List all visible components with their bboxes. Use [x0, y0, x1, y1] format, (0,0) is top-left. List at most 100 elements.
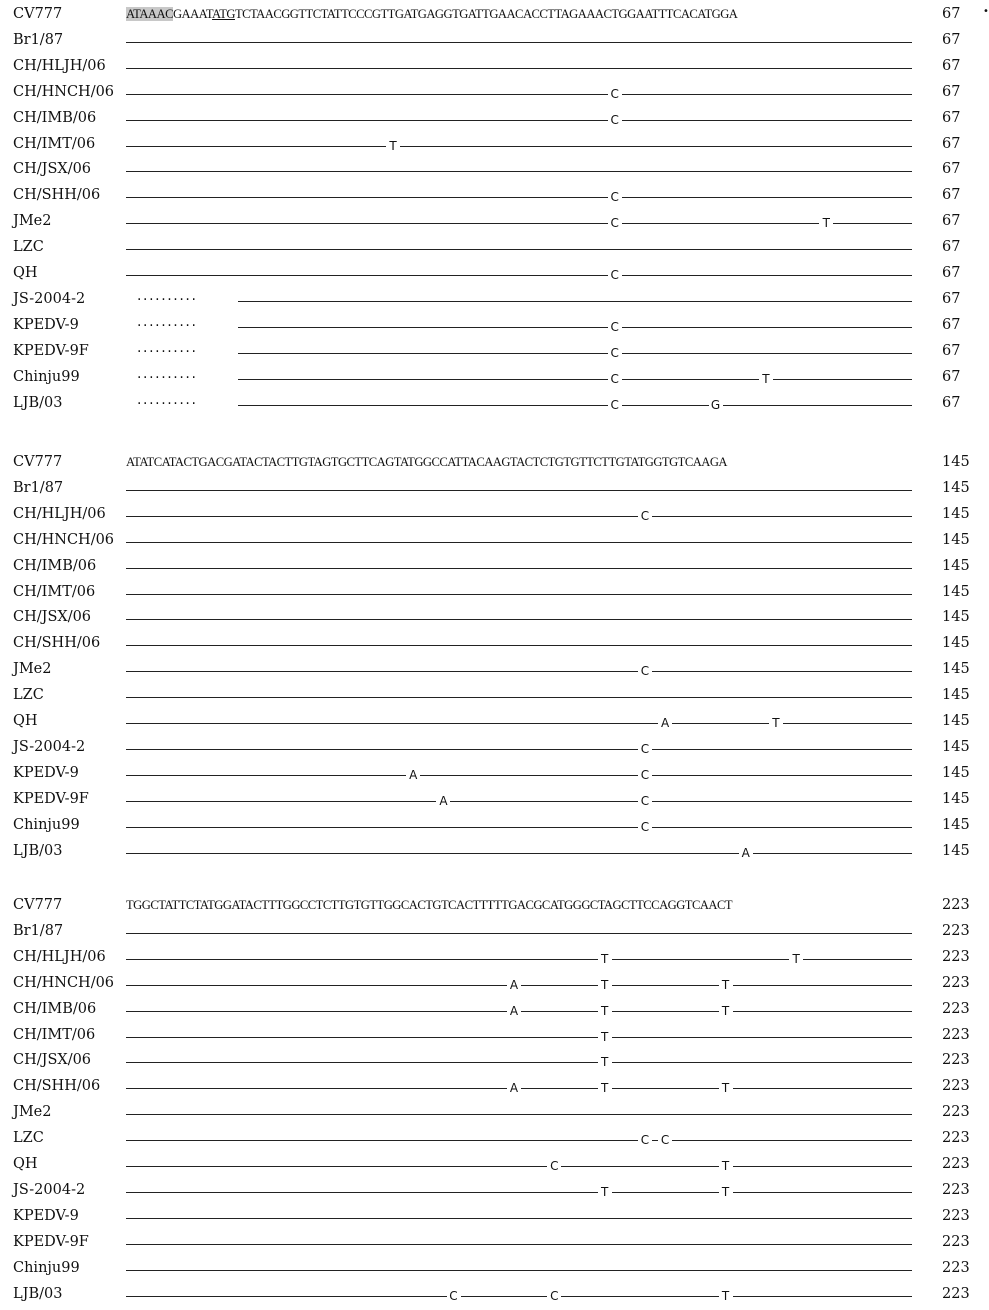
substitution-mark: A — [406, 766, 421, 783]
substitution-mark: C — [658, 1132, 673, 1149]
sequence-name: CH/SHH/06 — [13, 635, 101, 652]
gap-dots: .......... — [137, 391, 198, 408]
position-number: 223 — [942, 1233, 970, 1250]
substitution-mark: T — [789, 950, 804, 967]
position-number: 223 — [942, 1104, 970, 1121]
alignment-row: Chinju99.......... C T 67 — [0, 366, 989, 393]
position-number: 67 — [942, 109, 961, 126]
alignment-row: CH/IMB/06 C 67 — [0, 108, 989, 134]
alignment-row: KPEDV-9F.......... C 67 — [0, 340, 989, 367]
alignment-row: CH/IMB/06 145 — [0, 556, 989, 582]
position-number: 145 — [942, 687, 970, 704]
identity-line — [126, 1191, 912, 1193]
alignment-row: JMe2 C 145 — [0, 659, 989, 685]
alignment-row: CH/SHH/06 A T T 223 — [0, 1076, 989, 1102]
alignment-row: QH C T 223 — [0, 1154, 989, 1180]
position-number: 223 — [942, 1156, 970, 1172]
identity-line — [126, 541, 912, 543]
sequence-name: JMe2 — [13, 661, 52, 678]
alignment-row: CH/IMT/06 T 223 — [0, 1025, 989, 1051]
substitution-mark: T — [597, 950, 612, 967]
identity-line — [126, 1166, 912, 1167]
alignment-row: Chinju99 C 145 — [0, 815, 989, 841]
identity-line — [126, 1140, 912, 1142]
substitution-mark: T — [819, 215, 834, 232]
sequence-name: CV777 — [13, 897, 63, 913]
sequence-name: Chinju99 — [13, 816, 80, 833]
sequence-name: CH/IMT/06 — [13, 1026, 96, 1043]
sequence-name: JMe2 — [13, 213, 52, 230]
position-number: 223 — [942, 1026, 970, 1043]
sequence-name: CH/HNCH/06 — [13, 531, 115, 548]
sequence-segment: GAAAT — [172, 7, 213, 21]
substitution-mark: C — [637, 818, 652, 835]
position-number: 145 — [942, 454, 970, 470]
sequence-name: CH/HNCH/06 — [13, 83, 115, 100]
alignment-row: CH/HLJH/06 T T 223 — [0, 947, 989, 973]
sequence-name: CH/HNCH/06 — [13, 974, 115, 991]
sequence-name: JMe2 — [13, 1104, 52, 1121]
substitution-mark: T — [597, 1028, 612, 1045]
position-number: 67 — [942, 239, 961, 256]
position-number: 145 — [942, 505, 970, 522]
substitution-mark: T — [718, 1158, 733, 1174]
alignment-row: LJB/03.......... C G 67 — [0, 391, 989, 419]
substitution-mark: C — [637, 1132, 652, 1149]
identity-line — [126, 1062, 912, 1064]
substitution-mark: C — [607, 370, 622, 387]
position-number: 145 — [942, 661, 970, 678]
identity-line — [126, 1114, 912, 1116]
identity-line — [126, 93, 912, 95]
identity-line — [126, 41, 912, 43]
substitution-mark: T — [718, 1287, 733, 1304]
identity-line — [126, 671, 912, 673]
highlighted-segment: ATAAAC — [126, 7, 173, 21]
position-number: 223 — [942, 1207, 970, 1224]
position-number: 145 — [942, 531, 970, 548]
position-number: 145 — [942, 609, 970, 626]
substitution-mark: T — [718, 1183, 733, 1200]
identity-line — [238, 404, 912, 406]
position-number: 145 — [942, 479, 970, 496]
substitution-mark: C — [547, 1158, 562, 1174]
reference-row: CV777 ATATCATACTGACGATACTACTTGTAGTGCTTCAG… — [0, 452, 989, 478]
sequence-name: Chinju99 — [13, 1259, 80, 1276]
position-number: 145 — [942, 635, 970, 652]
identity-line — [126, 197, 912, 199]
identity-line — [126, 697, 912, 699]
identity-line — [126, 800, 912, 802]
alignment-row: CH/HLJH/06 C 145 — [0, 504, 989, 530]
identity-line — [126, 645, 912, 647]
position-number: 145 — [942, 583, 970, 600]
sequence-name: Br1/87 — [13, 922, 64, 939]
sequence-name: CH/HLJH/06 — [13, 948, 106, 965]
sequence-name: QH — [13, 265, 38, 281]
substitution-mark: C — [547, 1287, 562, 1304]
sequence-name: LZC — [13, 239, 44, 256]
substitution-mark: A — [506, 1080, 521, 1097]
alignment-row: Br1/87 223 — [0, 921, 989, 947]
substitution-mark: T — [386, 137, 401, 154]
position-number: 145 — [942, 816, 970, 833]
position-number: 223 — [942, 1130, 970, 1147]
identity-line — [126, 1217, 912, 1219]
substitution-mark: T — [768, 715, 783, 731]
identity-line — [126, 145, 912, 147]
substitution-mark: T — [597, 1080, 612, 1097]
position-number: 67 — [942, 213, 961, 230]
alignment-row: JS-2004-2 C 145 — [0, 737, 989, 763]
position-number: 223 — [942, 1052, 970, 1069]
substitution-mark: C — [637, 766, 652, 783]
sequence-name: JS-2004-2 — [13, 738, 86, 755]
alignment-row: LZC C C 223 — [0, 1128, 989, 1154]
alignment-row: CH/HNCH/06 A T T 223 — [0, 973, 989, 999]
sequence-name: KPEDV-9F — [13, 1233, 89, 1250]
alignment-row: CH/SHH/06 C 67 — [0, 185, 989, 211]
identity-line — [126, 567, 912, 569]
substitution-mark: C — [607, 396, 622, 413]
reference-sequence: TGGCTATTCTATGGATACTTTGGCCTCTTGTGTTGGCACT… — [126, 898, 733, 913]
substitution-mark: A — [506, 1002, 521, 1019]
identity-line — [126, 119, 912, 121]
reference-sequence: ATAAACGAAATATGTCTAACGGTTCTATTCCCGTTGATGA… — [126, 7, 738, 22]
alignment-row: KPEDV-9.......... C 67 — [0, 314, 989, 341]
